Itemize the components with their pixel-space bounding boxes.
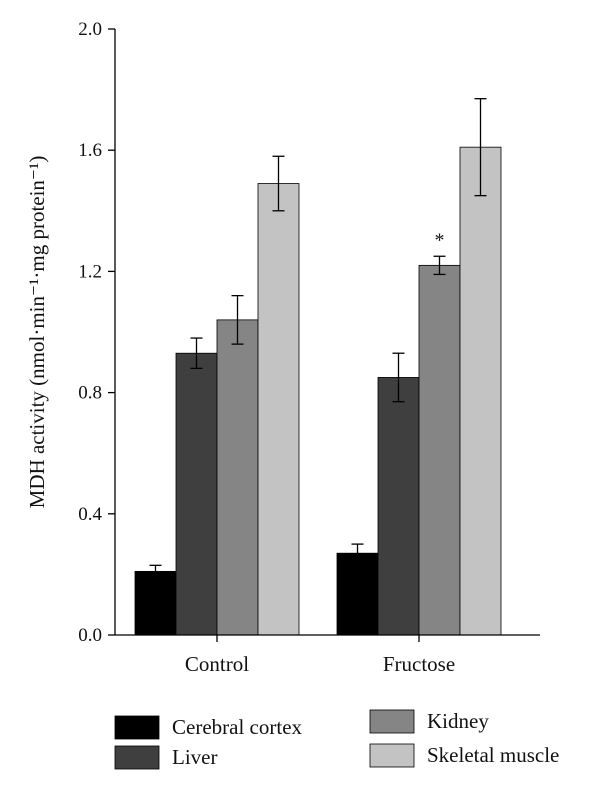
legend-label-kidney: Kidney bbox=[427, 709, 489, 733]
legend-swatch-cerebral-cortex bbox=[114, 715, 160, 740]
bar-kidney-fructose bbox=[418, 264, 461, 636]
x-axis: Control Fructose bbox=[115, 634, 540, 676]
bar-cerebral-cortex-control bbox=[134, 570, 177, 636]
legend-swatch-liver bbox=[114, 745, 160, 770]
legend-swatch-skeletal-muscle bbox=[369, 743, 415, 768]
y-tick-label: 2.0 bbox=[78, 19, 102, 40]
legend-label-cerebral-cortex: Cerebral cortex bbox=[172, 715, 303, 739]
bar-liver-control bbox=[175, 352, 218, 636]
y-axis: 0.0 0.4 0.8 1.2 1.6 2.0 bbox=[78, 19, 116, 646]
legend-swatch-kidney bbox=[369, 709, 415, 734]
bar-cerebral-cortex-fructose bbox=[336, 552, 379, 636]
x-tick-label: Control bbox=[185, 652, 249, 676]
x-tick-label: Fructose bbox=[383, 652, 455, 676]
legend-label-skeletal-muscle: Skeletal muscle bbox=[427, 743, 559, 767]
significance-marker: * bbox=[435, 229, 445, 251]
bar-skeletal-muscle-fructose bbox=[459, 146, 502, 636]
plot-area: * bbox=[134, 98, 502, 636]
bar-skeletal-muscle-control bbox=[257, 183, 300, 636]
y-tick-label: 1.2 bbox=[78, 261, 102, 282]
y-axis-label: MDH activity (nmol·min⁻¹·mg protein⁻¹) bbox=[25, 156, 49, 509]
y-tick-label: 0.4 bbox=[78, 504, 102, 525]
bar-liver-fructose bbox=[377, 377, 420, 636]
y-tick-label: 1.6 bbox=[78, 140, 102, 161]
legend-label-liver: Liver bbox=[172, 745, 217, 769]
y-tick-label: 0.0 bbox=[78, 625, 102, 646]
y-tick-label: 0.8 bbox=[78, 383, 102, 404]
legend: Cerebral cortex Liver Kidney Skeletal muscl… bbox=[114, 709, 559, 770]
bar-kidney-control bbox=[216, 319, 259, 636]
